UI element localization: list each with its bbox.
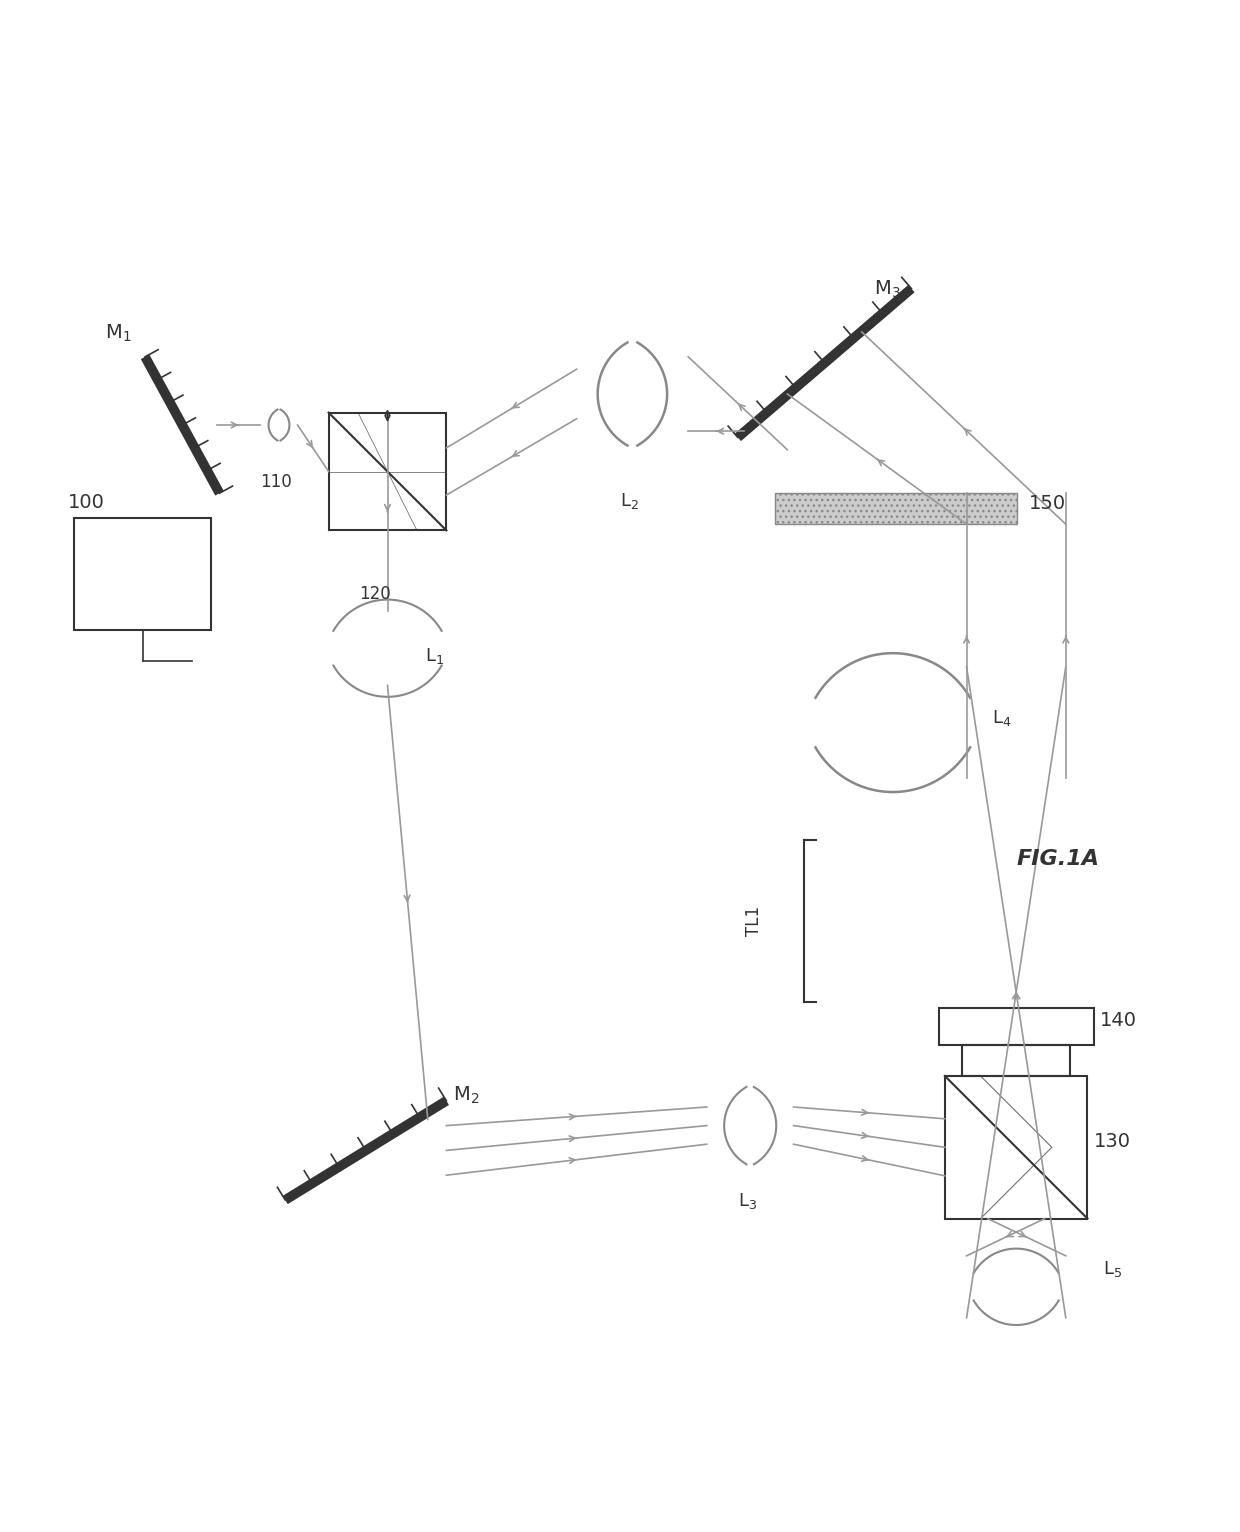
Text: 100: 100	[68, 493, 105, 512]
Text: 120: 120	[360, 585, 391, 602]
Text: FIG.1A: FIG.1A	[1017, 849, 1100, 869]
Text: M$_3$: M$_3$	[874, 279, 900, 300]
Text: M$_2$: M$_2$	[453, 1085, 479, 1106]
Text: 110: 110	[260, 473, 293, 490]
Text: 140: 140	[1100, 1011, 1137, 1031]
Bar	[945, 1075, 1087, 1218]
Text: M$_1$: M$_1$	[105, 322, 131, 343]
Text: L$_3$: L$_3$	[738, 1192, 756, 1212]
Text: 150: 150	[1029, 493, 1066, 513]
Bar	[329, 412, 446, 530]
Bar	[775, 493, 1017, 524]
Text: L$_1$: L$_1$	[424, 645, 444, 665]
Text: TL1: TL1	[745, 905, 763, 936]
Text: 130: 130	[1094, 1132, 1131, 1152]
Text: L$_4$: L$_4$	[992, 708, 1012, 728]
Text: L$_5$: L$_5$	[1104, 1259, 1122, 1279]
Bar	[939, 1008, 1094, 1045]
Bar	[962, 1045, 1070, 1075]
Text: L$_2$: L$_2$	[620, 490, 639, 510]
Bar	[74, 518, 211, 630]
